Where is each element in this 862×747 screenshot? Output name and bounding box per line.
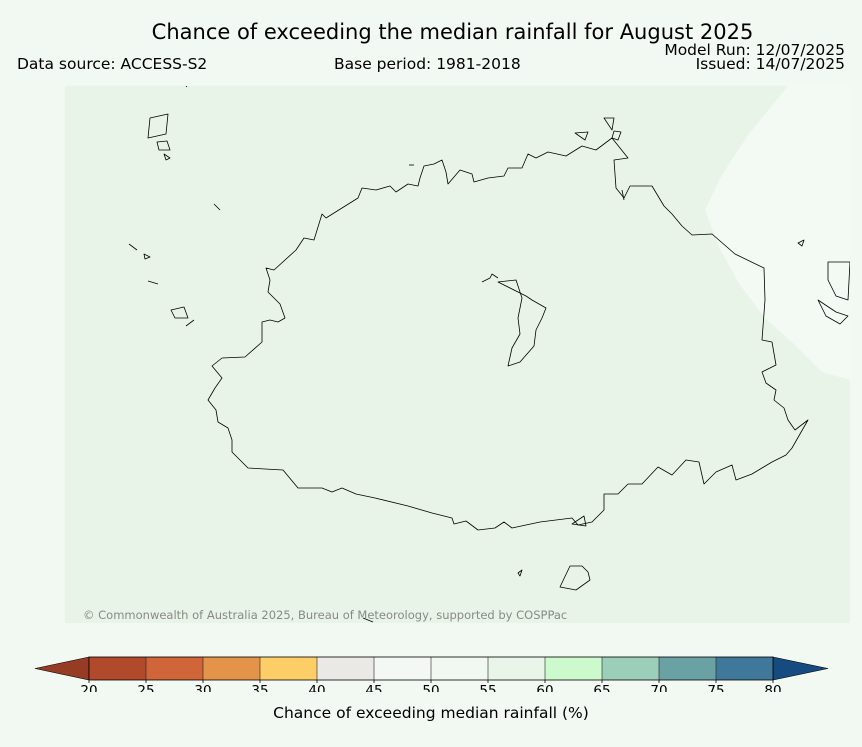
reef-3 bbox=[213, 203, 221, 211]
colorbar-bin-4 bbox=[317, 657, 374, 680]
island-6 bbox=[497, 279, 547, 367]
island-13 bbox=[559, 565, 591, 591]
colorbar-tick-label: 60 bbox=[536, 683, 553, 692]
colorbar-bin-9 bbox=[602, 657, 659, 680]
island-4 bbox=[143, 253, 151, 260]
reef-1 bbox=[128, 243, 138, 251]
island-3 bbox=[163, 153, 171, 161]
issued-date-text: Issued: 14/07/2025 bbox=[695, 55, 845, 73]
colorbar-bin-1 bbox=[146, 657, 203, 680]
map-title: Chance of exceeding the median rainfall … bbox=[151, 20, 754, 44]
viti-levu-coastline bbox=[207, 137, 809, 531]
island-12 bbox=[817, 299, 849, 325]
base-period-text: Base period: 1981-2018 bbox=[334, 55, 521, 73]
island-14 bbox=[517, 569, 523, 577]
copyright-credit: © Commonwealth of Australia 2025, Bureau… bbox=[83, 608, 568, 622]
island-11 bbox=[827, 261, 850, 301]
colorbar-bin-5 bbox=[374, 657, 431, 680]
reef-4 bbox=[185, 319, 195, 327]
colorbar-bin-6 bbox=[431, 657, 488, 680]
colorbar-tick-label: 20 bbox=[80, 683, 97, 692]
colorbar: 20 25 30 35 40 45 50 55 60 65 70 75 80 bbox=[34, 656, 829, 692]
colorbar-bin-11 bbox=[716, 657, 773, 680]
colorbar-tick-label: 30 bbox=[194, 683, 211, 692]
reef-7 bbox=[185, 86, 188, 88]
colorbar-under-arrow bbox=[34, 656, 90, 681]
colorbar-tick-label: 65 bbox=[593, 683, 610, 692]
colorbar-bin-0 bbox=[89, 657, 146, 680]
colorbar-tick-label: 25 bbox=[137, 683, 154, 692]
reef-2 bbox=[147, 280, 159, 285]
colorbar-tick-label: 75 bbox=[707, 683, 724, 692]
colorbar-tick-label: 70 bbox=[650, 683, 667, 692]
colorbar-tick-label: 50 bbox=[422, 683, 439, 692]
island-9 bbox=[611, 130, 622, 141]
colorbar-tick-label: 45 bbox=[365, 683, 382, 692]
colorbar-tick-label: 40 bbox=[308, 683, 325, 692]
map-background bbox=[65, 86, 850, 623]
reef-9 bbox=[362, 617, 374, 623]
island-5 bbox=[170, 306, 189, 319]
reef-8 bbox=[621, 189, 625, 201]
island-2 bbox=[156, 140, 171, 151]
colorbar-bin-10 bbox=[659, 657, 716, 680]
colorbar-tick-label: 55 bbox=[479, 683, 496, 692]
colorbar-bin-2 bbox=[203, 657, 260, 680]
island-7 bbox=[574, 131, 589, 141]
colorbar-bin-8 bbox=[545, 657, 602, 680]
island-10 bbox=[797, 239, 805, 247]
island-15 bbox=[571, 515, 587, 527]
higher-chance-zone bbox=[705, 86, 850, 380]
reef-6 bbox=[481, 273, 499, 283]
colorbar-tick-label: 35 bbox=[251, 683, 268, 692]
colorbar-bin-3 bbox=[260, 657, 317, 680]
colorbar-over-arrow bbox=[772, 656, 829, 681]
colorbar-tick-label: 80 bbox=[764, 683, 781, 692]
island-1 bbox=[147, 113, 169, 139]
model-run-text: Model Run: 12/07/2025 bbox=[664, 41, 845, 59]
rainfall-map bbox=[65, 86, 850, 623]
island-8 bbox=[603, 117, 615, 131]
colorbar-label: Chance of exceeding median rainfall (%) bbox=[273, 704, 589, 722]
colorbar-bin-7 bbox=[488, 657, 545, 680]
data-source-text: Data source: ACCESS-S2 bbox=[17, 55, 208, 73]
